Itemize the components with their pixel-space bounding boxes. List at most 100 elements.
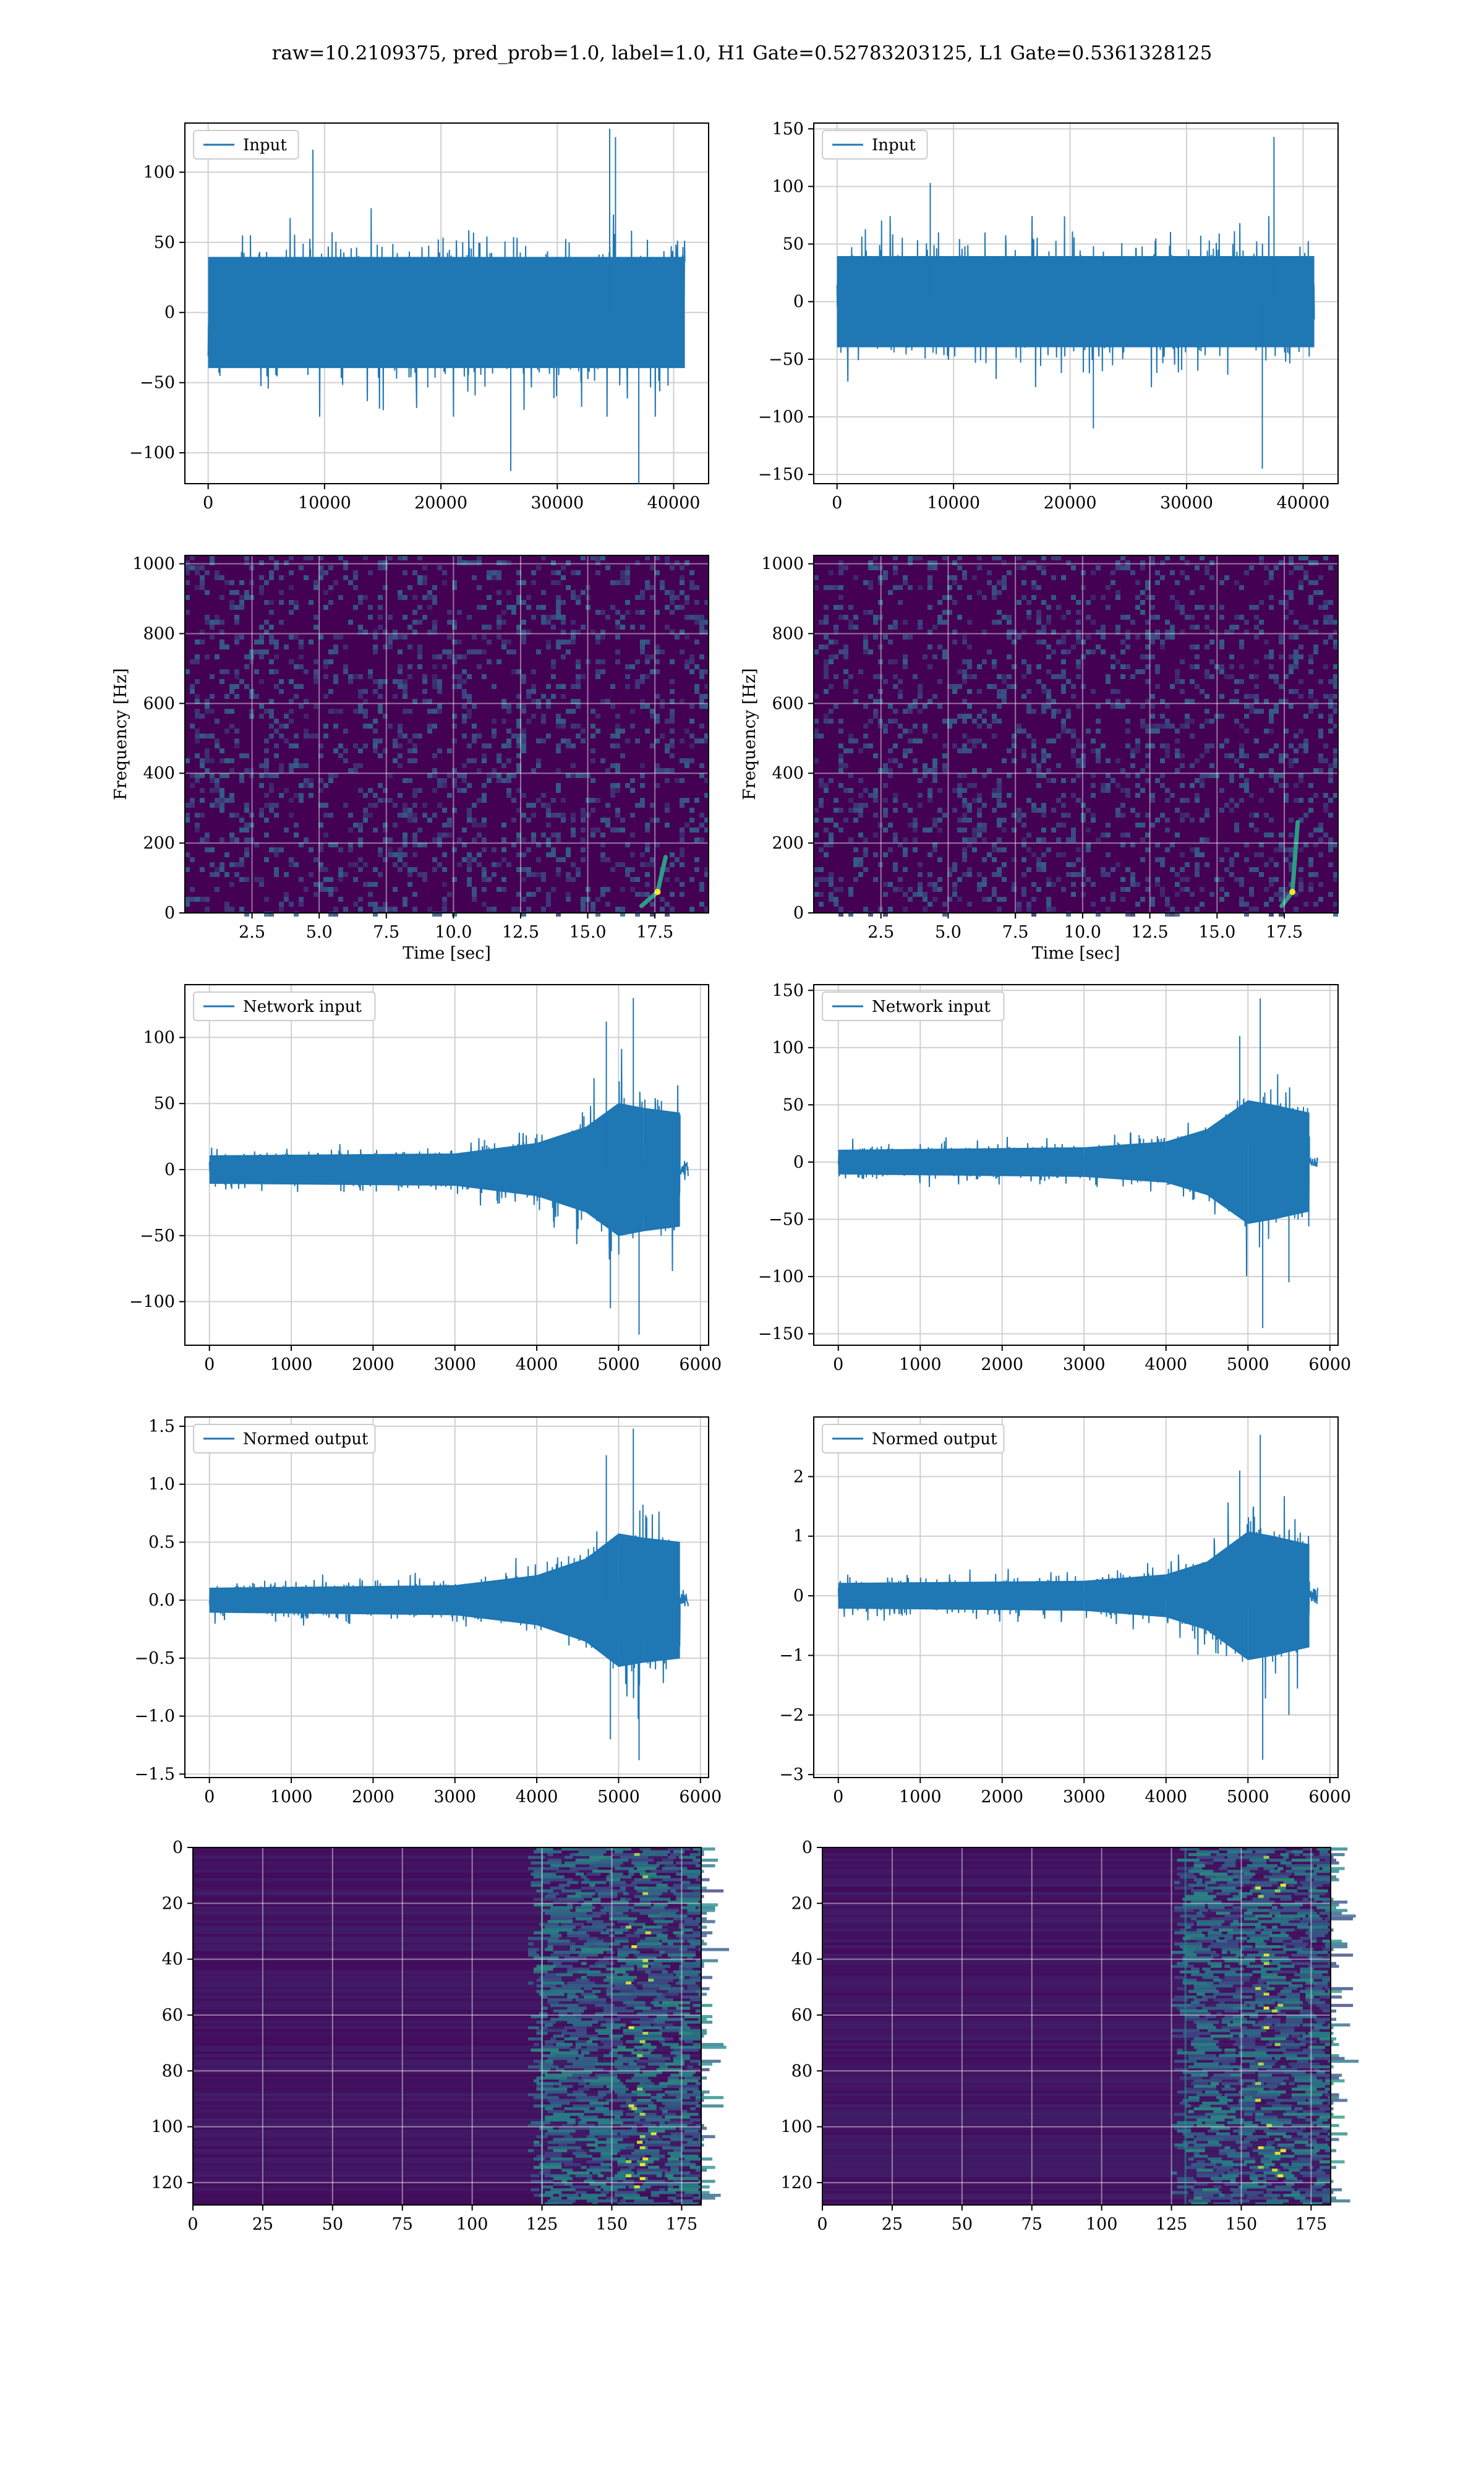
y-tick-label: −1.5	[134, 1765, 175, 1784]
y-tick-label: 1000	[761, 555, 804, 574]
y-tick-label: 80	[162, 2061, 183, 2081]
series-band	[537, 1126, 586, 1213]
x-tick-label: 5000	[597, 1355, 640, 1374]
x-tick-label: 75	[1021, 2215, 1043, 2234]
y-tick-label: 1.0	[148, 1475, 175, 1494]
series-band	[838, 1147, 1085, 1177]
figure-title: raw=10.2109375, pred_prob=1.0, label=1.0…	[271, 42, 1213, 64]
x-tick-label: 2000	[981, 1355, 1023, 1374]
series-band	[618, 1103, 644, 1236]
axes-frame	[184, 1416, 709, 1778]
y-tick-label: 120	[151, 2173, 183, 2193]
l1-feature-map-plot: 0 25 50 75 100 125 150 175 0 20 40 60 80 100 120	[780, 1838, 1359, 2234]
x-tick-label: 75	[392, 2215, 413, 2234]
x-tick-label: 1000	[899, 1787, 942, 1807]
series-band	[209, 1153, 455, 1186]
x-tick-label: 17.5	[1266, 923, 1303, 942]
legend-label: Input	[872, 136, 916, 155]
x-tick-label: 20000	[1044, 494, 1097, 513]
x-tick-label: 10000	[927, 494, 980, 513]
l1-normed-output-plot: 0 1000 2000 3000 4000 5000 6000 −3 −2 −1 0 1 2 Normed…	[779, 1416, 1351, 1807]
series-band	[838, 1580, 1085, 1611]
axes-frame	[813, 1416, 1339, 1778]
legend-box	[193, 130, 299, 160]
series-band	[1273, 1535, 1310, 1656]
y-tick-label: 100	[143, 163, 175, 182]
heatmap-cells	[193, 1847, 730, 2206]
x-tick-label: 25	[252, 2215, 273, 2234]
y-tick-label: 400	[772, 764, 804, 783]
x-tick-label: 2000	[352, 1787, 394, 1807]
series-band	[454, 1142, 537, 1197]
x-tick-label: 7.5	[1002, 923, 1029, 942]
y-tick-label: 100	[151, 2118, 183, 2137]
axes-frame	[184, 984, 709, 1346]
x-tick-label: 150	[596, 2215, 628, 2234]
y-tick-label: 0	[164, 303, 175, 322]
x-tick-label: 0	[204, 1787, 215, 1807]
y-tick-label: 60	[162, 2006, 183, 2025]
legend-box	[822, 1424, 1005, 1453]
l1-network-input-plot: 0 1000 2000 3000 4000 5000 6000 −150 −100 −50 0 50 1…	[758, 981, 1351, 1374]
legend: Network input	[193, 991, 376, 1021]
legend-label: Normed output	[243, 1430, 369, 1449]
y-tick-label: −50	[140, 1226, 175, 1246]
y-tick-label: 600	[143, 694, 175, 713]
x-tick-label: 0	[817, 2215, 827, 2234]
x-tick-label: 17.5	[636, 923, 673, 942]
axes-frame	[184, 555, 709, 914]
x-tick-label: 6000	[679, 1355, 722, 1374]
legend-box	[193, 991, 376, 1021]
y-tick-label: 0.0	[148, 1591, 175, 1610]
y-tick-label: 2	[793, 1467, 804, 1486]
y-tick-label: 0	[793, 1586, 804, 1606]
y-tick-label: 40	[162, 1950, 183, 1969]
y-tick-label: 20	[162, 1894, 183, 1913]
y-tick-label: −100	[129, 1293, 175, 1312]
y-tick-label: −100	[129, 443, 175, 463]
legend: Normed output	[822, 1424, 1005, 1453]
series-band	[586, 1533, 619, 1667]
x-tick-label: 5000	[1227, 1355, 1269, 1374]
y-tick-label: 200	[772, 834, 804, 853]
x-tick-label: 12.5	[502, 923, 539, 942]
series-band	[618, 1533, 644, 1667]
heatmap-cells	[822, 1847, 1359, 2206]
series-band	[208, 257, 685, 369]
y-tick-label: 0	[802, 1838, 812, 1857]
x-tick-label: 1000	[270, 1787, 313, 1807]
series-band	[1084, 1574, 1166, 1617]
legend: Normed output	[193, 1424, 376, 1453]
x-tick-label: 5.0	[306, 923, 333, 942]
axes-frame	[184, 122, 709, 484]
x-tick-label: 2000	[352, 1355, 394, 1374]
series-band	[537, 1558, 586, 1642]
x-tick-label: 0	[203, 494, 213, 513]
chirp-peak	[1289, 889, 1296, 896]
y-tick-label: −1	[779, 1646, 804, 1665]
x-tick-label: 7.5	[373, 923, 399, 942]
x-tick-label: 12.5	[1132, 923, 1169, 942]
h1-feature-map-plot: 0 25 50 75 100 125 150 175 0 20 40 60 80 100 120	[151, 1838, 730, 2234]
x-tick-label: 175	[666, 2215, 698, 2234]
y-tick-label: −100	[758, 1267, 804, 1286]
x-tick-label: 3000	[1063, 1787, 1106, 1807]
x-tick-label: 5.0	[935, 923, 962, 942]
series-band	[1273, 1104, 1310, 1220]
y-axis-label: Frequency [Hz]	[111, 668, 130, 800]
axes-frame	[813, 555, 1339, 914]
y-tick-label: 40	[791, 1950, 812, 1969]
x-axis-label: Time [sec]	[1032, 944, 1120, 963]
x-tick-label: 0	[204, 1355, 215, 1374]
y-tick-label: −0.5	[134, 1649, 175, 1668]
x-tick-label: 40000	[647, 494, 701, 513]
y-tick-label: 0	[173, 1838, 183, 1857]
axes-frame	[192, 1847, 702, 2206]
y-tick-label: 80	[791, 2061, 812, 2081]
x-tick-label: 150	[1226, 2215, 1258, 2234]
y-tick-label: 0.5	[148, 1533, 175, 1552]
x-tick-label: 0	[832, 494, 842, 513]
x-tick-label: 3000	[433, 1355, 476, 1374]
series-band	[1166, 1561, 1207, 1630]
x-tick-label: 3000	[1063, 1355, 1106, 1374]
